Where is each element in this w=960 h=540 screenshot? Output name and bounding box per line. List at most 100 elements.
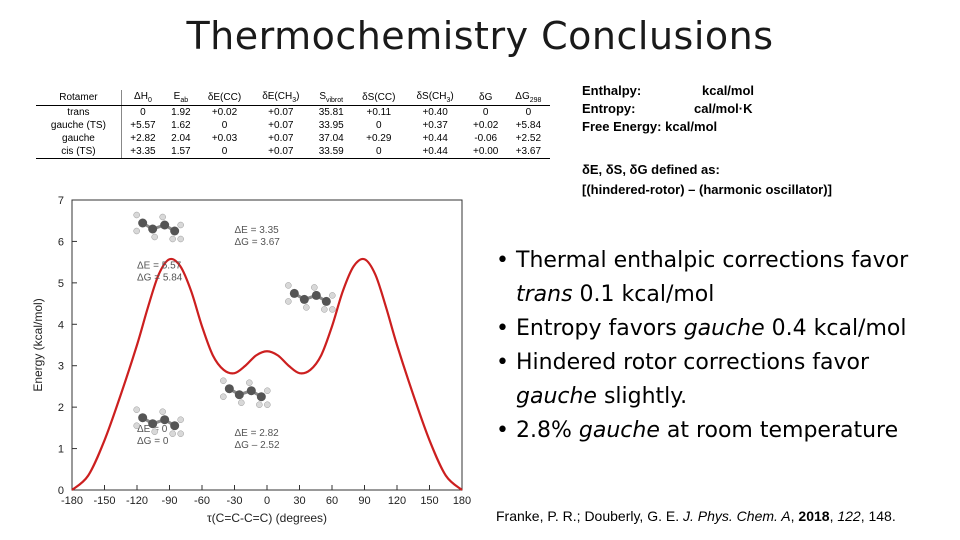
y-tick-label: 1 <box>58 444 64 456</box>
y-tick-label: 6 <box>58 236 64 248</box>
value-cell: 1.62 <box>171 120 191 131</box>
citation-authors: Franke, P. R.; Douberly, G. E. <box>496 508 683 524</box>
column-header: δE(CH3) <box>251 90 311 106</box>
citation: Franke, P. R.; Douberly, G. E. J. Phys. … <box>496 508 896 524</box>
bullet-text: 0.1 kcal/mol <box>572 282 715 307</box>
value-cell: +0.29 <box>366 133 392 144</box>
units-legend: Enthalpy: kcal/mol Entropy: cal/mol·K Free… <box>582 82 754 136</box>
column-header-main: δE(CH <box>262 91 293 102</box>
bullet-text: Entropy favors <box>516 316 684 341</box>
column-header-subscript: 3 <box>292 97 297 104</box>
x-tick-label: 30 <box>293 495 305 507</box>
definition-block: δE, δS, δG defined as: [(hindered-rotor)… <box>582 160 832 200</box>
column-header: ΔH0 <box>120 90 165 106</box>
x-tick-label: -60 <box>194 495 210 507</box>
slide-title: Thermochemistry Conclusions <box>186 14 774 58</box>
value-cell: +0.02 <box>473 120 499 131</box>
y-tick-label: 7 <box>58 195 64 207</box>
x-tick-label: -150 <box>93 495 115 507</box>
cis-ts-molecule-icon <box>285 282 336 313</box>
column-header-subscript: ab <box>180 97 189 104</box>
gauche-ts-molecule-icon <box>133 211 184 243</box>
bullet-text: at room temperature <box>659 418 899 443</box>
enthalpy-label: Enthalpy: <box>582 83 642 98</box>
conclusion-bullet: Entropy favors gauche 0.4 kcal/mol <box>490 312 950 346</box>
bullet-text: 0.4 kcal/mol <box>764 316 907 341</box>
column-header: δG <box>464 90 507 106</box>
value-cell: +0.07 <box>268 120 294 131</box>
table-header-row: Rotamer ΔH0 Eab δE(CC) δE(CH3) Svibrot δS(CC) δ… <box>36 90 550 106</box>
conclusion-bullet: 2.8% gauche at room temperature <box>490 414 950 448</box>
column-header-subscript: 0 <box>147 97 152 104</box>
column-header-main: δE(CC) <box>207 92 242 103</box>
energy-profile-chart: 0 1 2 3 4 5 6 7 -180 -150 -120 -90 -60 -30 0 30 60 90 120 1… <box>31 195 471 525</box>
value-cell: +0.07 <box>251 145 311 159</box>
column-header-subscript: 3 <box>446 97 451 104</box>
column-header: δS(CH3) <box>405 90 465 106</box>
column-header: Eab <box>164 90 198 106</box>
value-cell: +0.07 <box>268 107 294 118</box>
value-cell: +0.00 <box>464 145 507 159</box>
rotamer-name-cell: cis (TS) <box>36 145 122 159</box>
energy-annotation: ΔG – 2.52 <box>235 440 280 451</box>
column-header-suffix: ) <box>296 91 300 102</box>
y-tick-label: 5 <box>58 278 64 290</box>
column-header: ΔG298 <box>506 90 550 106</box>
x-tick-label: -180 <box>61 495 83 507</box>
x-tick-label: 0 <box>264 495 270 507</box>
x-tick-label: -30 <box>227 495 243 507</box>
bullet-text: 2.8% <box>516 418 579 443</box>
x-axis-label: τ(C=C-C=C) (degrees) <box>207 511 327 525</box>
table-row: cis (TS) +3.35 1.57 0 +0.07 33.59 0 +0.44 +0.00 +… <box>36 145 550 159</box>
value-cell: +0.44 <box>405 145 465 159</box>
bullet-emphasis: trans <box>516 282 573 307</box>
x-tick-label: 60 <box>326 495 338 507</box>
enthalpy-unit: kcal/mol <box>702 83 755 98</box>
definition-line-2: [(hindered-rotor) – (harmonic oscillator… <box>582 182 832 197</box>
trans-molecule-icon <box>133 406 184 437</box>
value-cell: +0.40 <box>422 107 448 118</box>
table-body: trans 0 1.92 +0.02 +0.07 35.81 +0.11 +0.40 0 0 gau… <box>36 105 550 159</box>
column-header-main: E <box>173 91 181 102</box>
x-tick-label: 120 <box>388 495 406 507</box>
column-header-main: ΔH <box>134 91 148 102</box>
bullet-text: Hindered rotor corrections favor <box>516 350 870 375</box>
value-cell: +0.44 <box>422 133 448 144</box>
value-cell: +5.84 <box>515 120 542 131</box>
value-cell: +0.03 <box>211 133 238 144</box>
bullet-emphasis: gauche <box>683 316 765 341</box>
energy-curve <box>71 257 463 491</box>
x-tick-label: 90 <box>358 495 370 507</box>
value-cell: 0 <box>376 120 382 131</box>
citation-volume: 122 <box>837 508 861 524</box>
citation-year: 2018 <box>798 508 830 524</box>
citation-sep-2: , <box>829 508 838 524</box>
column-header-main: S <box>319 91 326 102</box>
value-cell: 0 <box>120 105 165 119</box>
table-row: trans 0 1.92 +0.02 +0.07 35.81 +0.11 +0.40 0 0 <box>36 105 550 119</box>
value-cell: 2.04 <box>171 133 191 144</box>
column-header-main: δG <box>479 92 493 103</box>
column-header-main: ΔG <box>515 91 530 102</box>
bullet-text: slightly. <box>596 384 688 409</box>
column-header: Rotamer <box>36 90 122 106</box>
column-header: δS(CC) <box>352 90 406 106</box>
x-tick-label: 150 <box>420 495 438 507</box>
conclusions-list: Thermal enthalpic corrections favor tran… <box>490 244 950 448</box>
entropy-unit: cal/mol·K <box>694 101 753 116</box>
conclusion-bullet: Thermal enthalpic corrections favor tran… <box>490 244 950 312</box>
value-cell: 0 <box>525 107 532 118</box>
column-header-subscript: vibrot <box>325 97 344 104</box>
definition-line-1: δE, δS, δG defined as: <box>582 162 720 177</box>
value-cell: +0.02 <box>211 107 238 118</box>
value-cell: +3.67 <box>506 145 550 159</box>
value-cell: 0 <box>197 145 252 159</box>
energy-annotation: ΔG = 5.84 <box>137 272 183 283</box>
column-header: Svibrot <box>310 90 353 106</box>
value-cell: 0 <box>482 107 489 118</box>
value-cell: -0.06 <box>474 133 498 144</box>
energy-annotation: ΔE = 5.57 <box>137 260 182 271</box>
x-tick-label: -90 <box>162 495 178 507</box>
citation-journal: J. Phys. Chem. A <box>683 508 791 524</box>
table-row: gauche (TS) +5.57 1.62 0 +0.07 33.95 0 +0.37 +0.… <box>36 119 550 132</box>
